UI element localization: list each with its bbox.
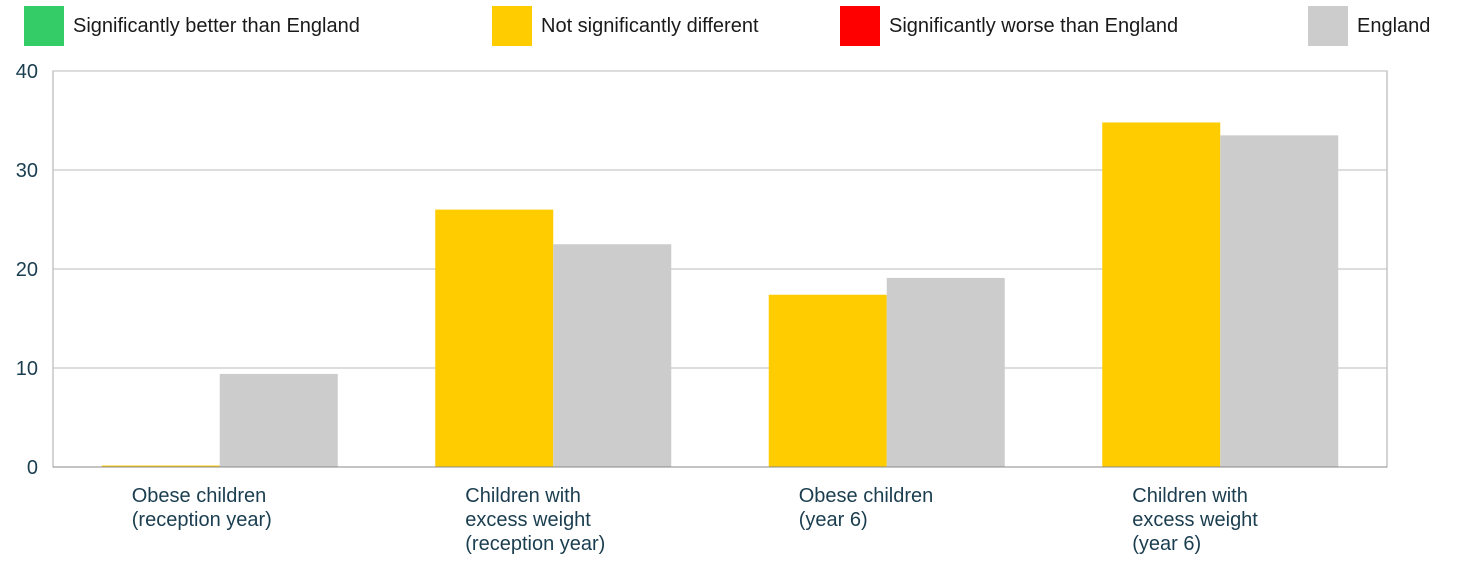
- y-tick-label: 20: [16, 259, 38, 281]
- axis-layer: 0 10 20 30 40 Obese children (reception year) C…: [16, 61, 1387, 555]
- y-tick-label: 30: [16, 160, 38, 182]
- bar-local-1: [435, 209, 554, 467]
- legend-swatch-better: [24, 6, 64, 46]
- legend-item-worse: Significantly worse than England: [840, 6, 1178, 46]
- legend-label-not-different: Not significantly different: [541, 14, 759, 37]
- bar-england-2: [886, 277, 1005, 467]
- bar-england-1: [553, 244, 672, 467]
- bar-local-0: [101, 465, 220, 467]
- y-tick-label: 0: [27, 457, 38, 479]
- legend-item-not-different: Not significantly different: [492, 6, 759, 46]
- legend-label-better: Significantly better than England: [73, 14, 360, 37]
- bar-england-3: [1220, 135, 1339, 467]
- legend-item-better: Significantly better than England: [24, 6, 360, 46]
- legend-swatch-worse: [840, 6, 880, 46]
- y-tick-label: 10: [16, 358, 38, 380]
- legend-swatch-england: [1308, 6, 1348, 46]
- bar-local-2: [768, 294, 887, 467]
- legend-item-england: England: [1308, 6, 1430, 46]
- bar-local-3: [1102, 122, 1221, 467]
- legend-label-worse: Significantly worse than England: [889, 14, 1179, 37]
- x-category-label: Obese children (reception year): [132, 485, 272, 531]
- legend-swatch-not-different: [492, 6, 532, 46]
- x-category-label: Children with excess weight (year 6): [1132, 485, 1258, 555]
- x-category-label: Obese children (year 6): [799, 485, 934, 531]
- legend-label-england: England: [1357, 14, 1431, 37]
- chart-legend: Significantly better than England Not si…: [0, 6, 1461, 46]
- bar-england-0: [219, 373, 338, 467]
- bars-layer: [101, 122, 1339, 467]
- x-category-label: Children with excess weight (reception yea…: [465, 485, 605, 555]
- y-tick-label: 40: [16, 61, 38, 83]
